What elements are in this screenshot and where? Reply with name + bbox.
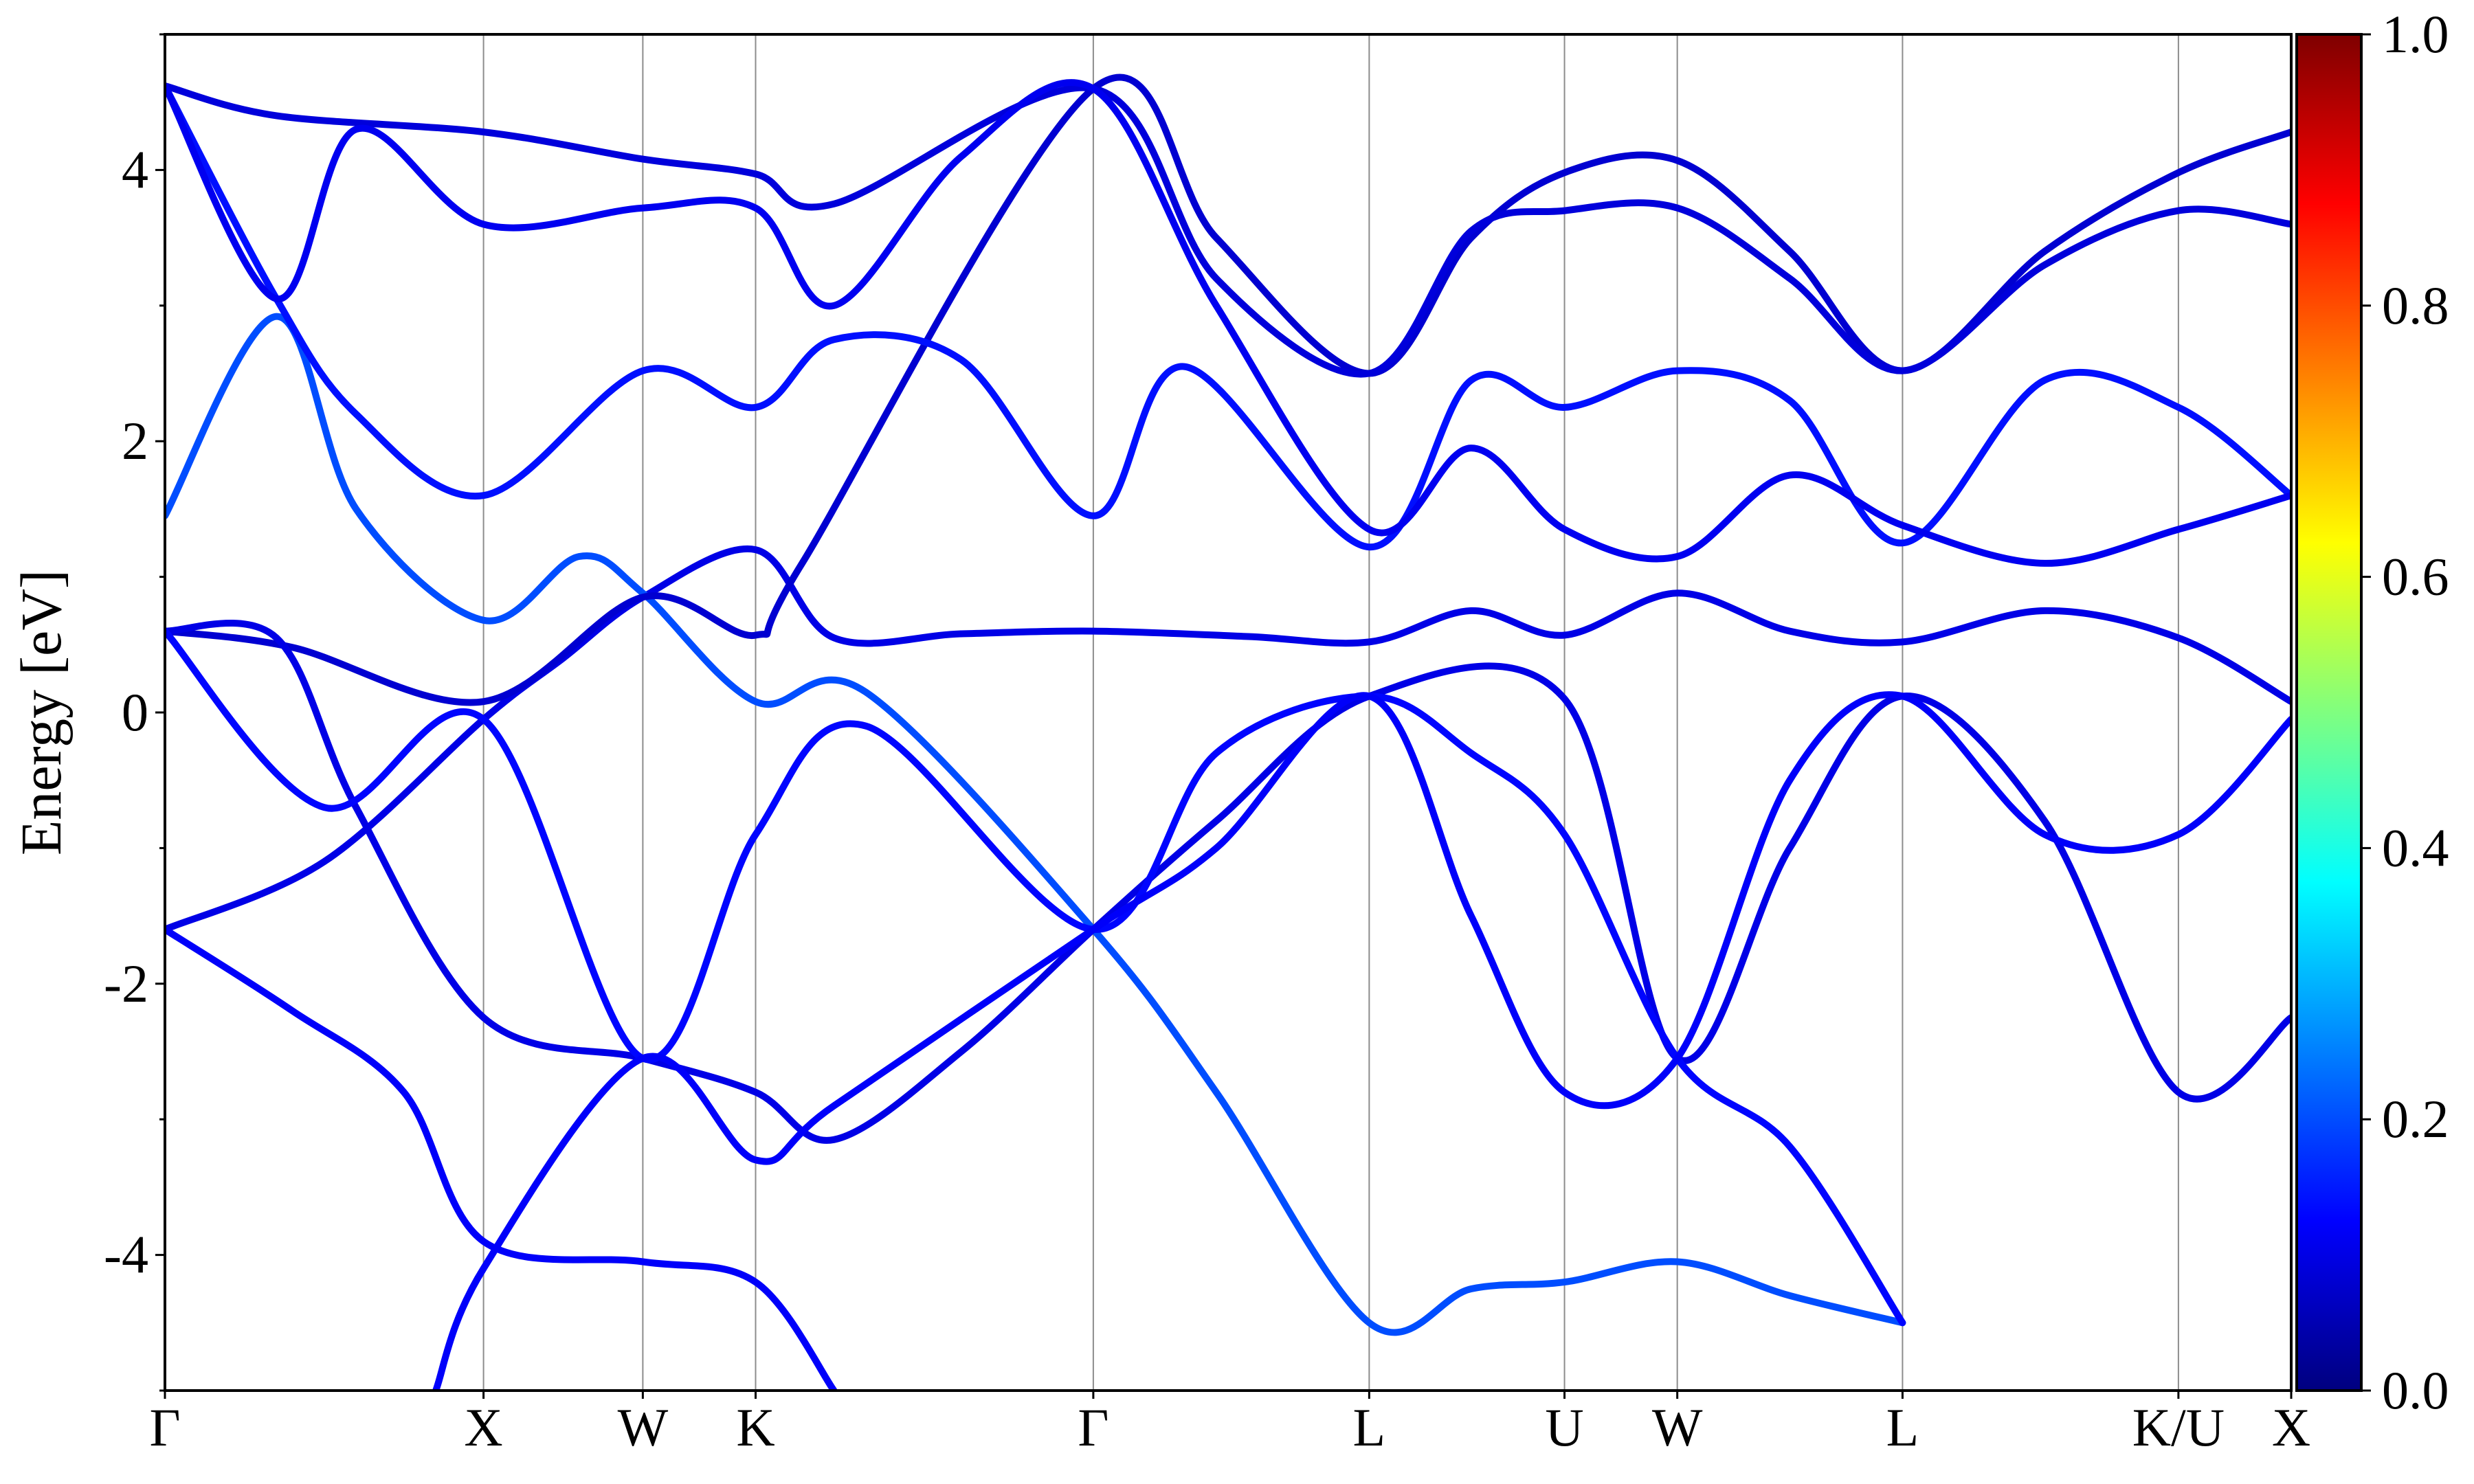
- y-tick-label: 0: [122, 682, 148, 742]
- y-axis-label: Energy [eV]: [10, 570, 74, 855]
- y-tick-label: 0: [122, 682, 148, 742]
- band-line: [165, 82, 2291, 551]
- x-tick-label: Γ: [1078, 1397, 1108, 1457]
- colorbar: 0.0 0.2 0.4 0.6 0.8 1.0: [2295, 4, 2449, 1420]
- band-line: [165, 627, 1906, 1327]
- colorbar-tick-label: 0.4: [2382, 818, 2449, 877]
- y-tick-label: -2: [104, 954, 148, 1013]
- y-tick-label: 2: [122, 411, 148, 471]
- band-line: [165, 79, 2291, 567]
- colorbar-ticks: 0.0 0.2 0.4 0.6 0.8 1.0: [2361, 4, 2449, 1420]
- band-line: [432, 691, 2291, 1391]
- band-line: [165, 82, 2291, 378]
- band-lines: [165, 74, 2291, 1391]
- x-tick-label: W: [618, 1397, 669, 1457]
- y-tick-label: -4: [104, 1225, 148, 1285]
- band-line: [165, 313, 1906, 1336]
- colorbar-tick-label: 0.2: [2382, 1089, 2449, 1149]
- x-tick-label: X: [464, 1397, 502, 1457]
- band-line: [165, 620, 2291, 1144]
- kpoint-grid: [482, 34, 2179, 1391]
- x-tick-label: L: [1353, 1397, 1386, 1457]
- x-tick-label: U: [1545, 1397, 1583, 1457]
- colorbar-gradient: [2295, 33, 2363, 1392]
- x-axis: Γ X W K Γ L U W L K/U X: [149, 1391, 2310, 1457]
- x-tick-label: X: [2272, 1397, 2310, 1457]
- y-tick-label: 4: [122, 139, 148, 199]
- colorbar-tick-label: 1.0: [2382, 4, 2449, 64]
- band-line: [165, 925, 838, 1391]
- colorbar-tick-label: 0.6: [2382, 547, 2449, 607]
- colorbar-tick-label: 0.8: [2382, 276, 2449, 335]
- x-tick-label: K: [736, 1397, 774, 1457]
- x-tick-label: L: [1886, 1397, 1919, 1457]
- x-tick-label: Γ: [149, 1397, 180, 1457]
- x-tick-label: W: [1652, 1397, 1703, 1457]
- x-tick-label: K/U: [2132, 1397, 2225, 1457]
- colorbar-tick-label: 0.0: [2382, 1360, 2449, 1420]
